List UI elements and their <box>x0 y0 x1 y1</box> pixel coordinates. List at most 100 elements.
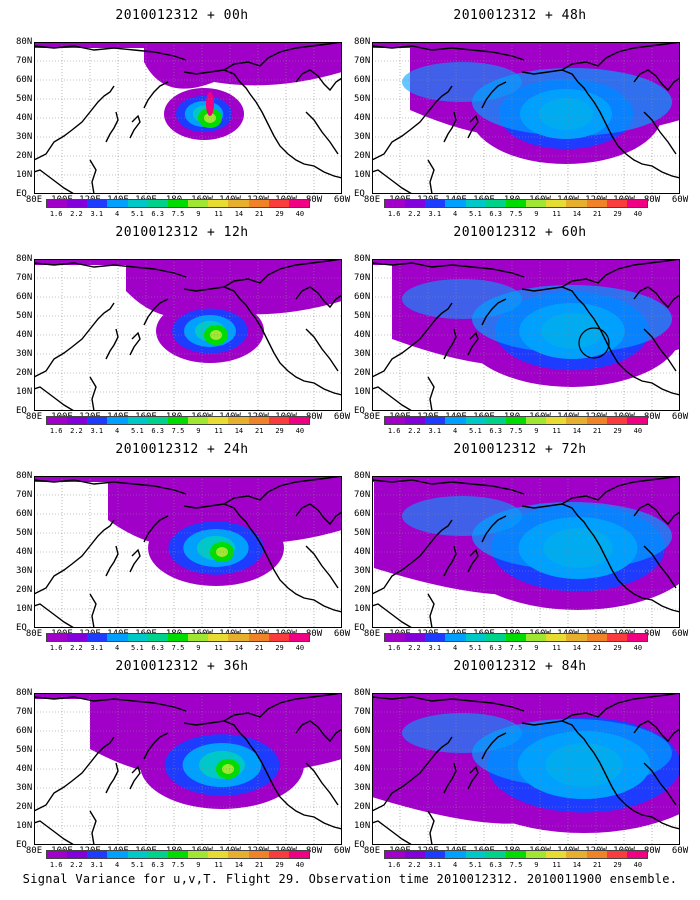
colorbar-label: 5.1 <box>131 861 144 869</box>
map-panel: 2010012312 + 72h 80N 70N 60N 50N 40N 30N 20N 10N… <box>350 436 690 662</box>
map-plot-area: 80N70N60N50N40N30N20N10NEQ80E100E120E140… <box>354 471 688 639</box>
variance-map <box>34 42 342 194</box>
coastlines <box>34 259 342 411</box>
latitude-label: 50N <box>354 94 371 104</box>
longitude-label: 60W <box>333 412 351 422</box>
colorbar-swatch <box>208 200 229 207</box>
colorbar-label: 6.3 <box>151 210 165 218</box>
latitude-label: 10N <box>354 821 371 831</box>
colorbar-label: 9 <box>196 644 201 652</box>
colorbar-swatch <box>606 200 627 207</box>
colorbar-swatch <box>385 634 406 641</box>
colorbar <box>46 850 310 859</box>
longitude-label: 80E <box>363 412 381 422</box>
latitude-label: EQ <box>354 840 365 850</box>
longitude-label: 80W <box>643 195 661 205</box>
latitude-label: 30N <box>354 566 371 576</box>
latitude-label: 40N <box>16 113 33 123</box>
colorbar-label: 21 <box>255 427 264 435</box>
colorbar-label: 40 <box>295 210 305 218</box>
colorbar-swatch <box>425 851 446 858</box>
colorbar-swatch <box>526 851 547 858</box>
colorbar-swatch <box>47 851 68 858</box>
latitude-label: 10N <box>354 170 371 180</box>
colorbar-label: 4 <box>452 861 458 869</box>
colorbar-swatch <box>107 200 128 207</box>
latitude-label: 60N <box>354 726 371 736</box>
colorbar-swatch <box>268 851 289 858</box>
colorbar-label: 3.1 <box>90 861 104 869</box>
colorbar-label: 2.2 <box>408 644 421 652</box>
latitude-label: 30N <box>16 132 33 142</box>
colorbar-label: 9 <box>534 644 539 652</box>
colorbar-swatch <box>626 200 648 207</box>
colorbar-label: 9 <box>534 861 539 869</box>
latitude-label: 70N <box>354 273 371 283</box>
latitude-label: 20N <box>16 585 33 595</box>
latitude-label: 30N <box>354 349 371 359</box>
colorbar-label: 29 <box>613 210 622 218</box>
map-panel: 2010012312 + 60h 80N 70N 60N 50N 40N 30N 20N 10N… <box>350 219 690 445</box>
latitude-label: 70N <box>354 490 371 500</box>
colorbar-swatch <box>526 634 547 641</box>
colorbar-label: 2.2 <box>70 210 83 218</box>
colorbar-label: 7.5 <box>509 644 523 652</box>
colorbar-label: 11 <box>552 644 561 652</box>
latitude-label: 30N <box>16 566 33 576</box>
colorbar-swatch <box>288 417 310 424</box>
colorbar-swatch <box>107 417 128 424</box>
colorbar-label: 29 <box>275 427 284 435</box>
colorbar-swatch <box>107 634 128 641</box>
latitude-label: 40N <box>16 330 33 340</box>
colorbar-label: 29 <box>275 861 284 869</box>
colorbar-label: 2.2 <box>70 427 83 435</box>
latitude-label: 30N <box>16 783 33 793</box>
map-plot-area: 80N70N60N50N40N30N20N10NEQ80E100E120E140… <box>16 37 350 205</box>
colorbar-label: 5.1 <box>131 210 144 218</box>
latitude-label: 50N <box>16 94 33 104</box>
latitude-label: EQ <box>354 406 365 416</box>
colorbar-swatch <box>288 200 310 207</box>
coastlines <box>34 476 342 628</box>
colorbar-label: 4 <box>452 210 458 218</box>
latitude-label: 60N <box>354 292 371 302</box>
colorbar-label: 6.3 <box>489 861 503 869</box>
colorbar-label: 40 <box>295 427 305 435</box>
latitude-label: 80N <box>16 688 33 698</box>
colorbar-label: 3.1 <box>428 427 442 435</box>
panel-title: 2010012312 + 60h <box>453 225 587 240</box>
colorbar-swatch <box>465 417 486 424</box>
colorbar-swatch <box>268 634 289 641</box>
colorbar-label: 5.1 <box>469 210 482 218</box>
colorbar-swatch <box>445 200 466 207</box>
colorbar-swatch <box>546 634 567 641</box>
panel-title: 2010012312 + 48h <box>453 8 587 23</box>
colorbar-swatch <box>606 851 627 858</box>
latitude-label: 50N <box>16 311 33 321</box>
latitude-label: 70N <box>16 273 33 283</box>
colorbar-swatch <box>188 634 209 641</box>
coastlines <box>34 42 342 194</box>
colorbar-swatch <box>505 417 527 424</box>
colorbar-swatch <box>208 851 229 858</box>
variance-map <box>34 476 342 628</box>
latitude-label: 30N <box>16 349 33 359</box>
latitude-label: 10N <box>354 604 371 614</box>
variance-map <box>372 259 680 411</box>
colorbar-swatch <box>546 417 567 424</box>
panel-title: 2010012312 + 36h <box>115 659 249 674</box>
latitude-label: 80N <box>16 471 33 481</box>
colorbar-label: 7.5 <box>509 210 523 218</box>
latitude-label: 60N <box>16 726 33 736</box>
colorbar-swatch <box>268 417 289 424</box>
colorbar-swatch <box>425 417 446 424</box>
colorbar-label: 14 <box>234 210 244 218</box>
variance-field <box>372 42 680 164</box>
colorbar-label: 7.5 <box>171 210 185 218</box>
colorbar-swatch <box>147 200 168 207</box>
colorbar-label: 7.5 <box>509 861 523 869</box>
longitude-label: 80E <box>363 629 381 639</box>
colorbar-label: 21 <box>593 861 602 869</box>
latitude-label: 60N <box>354 509 371 519</box>
colorbar-swatch <box>47 417 68 424</box>
